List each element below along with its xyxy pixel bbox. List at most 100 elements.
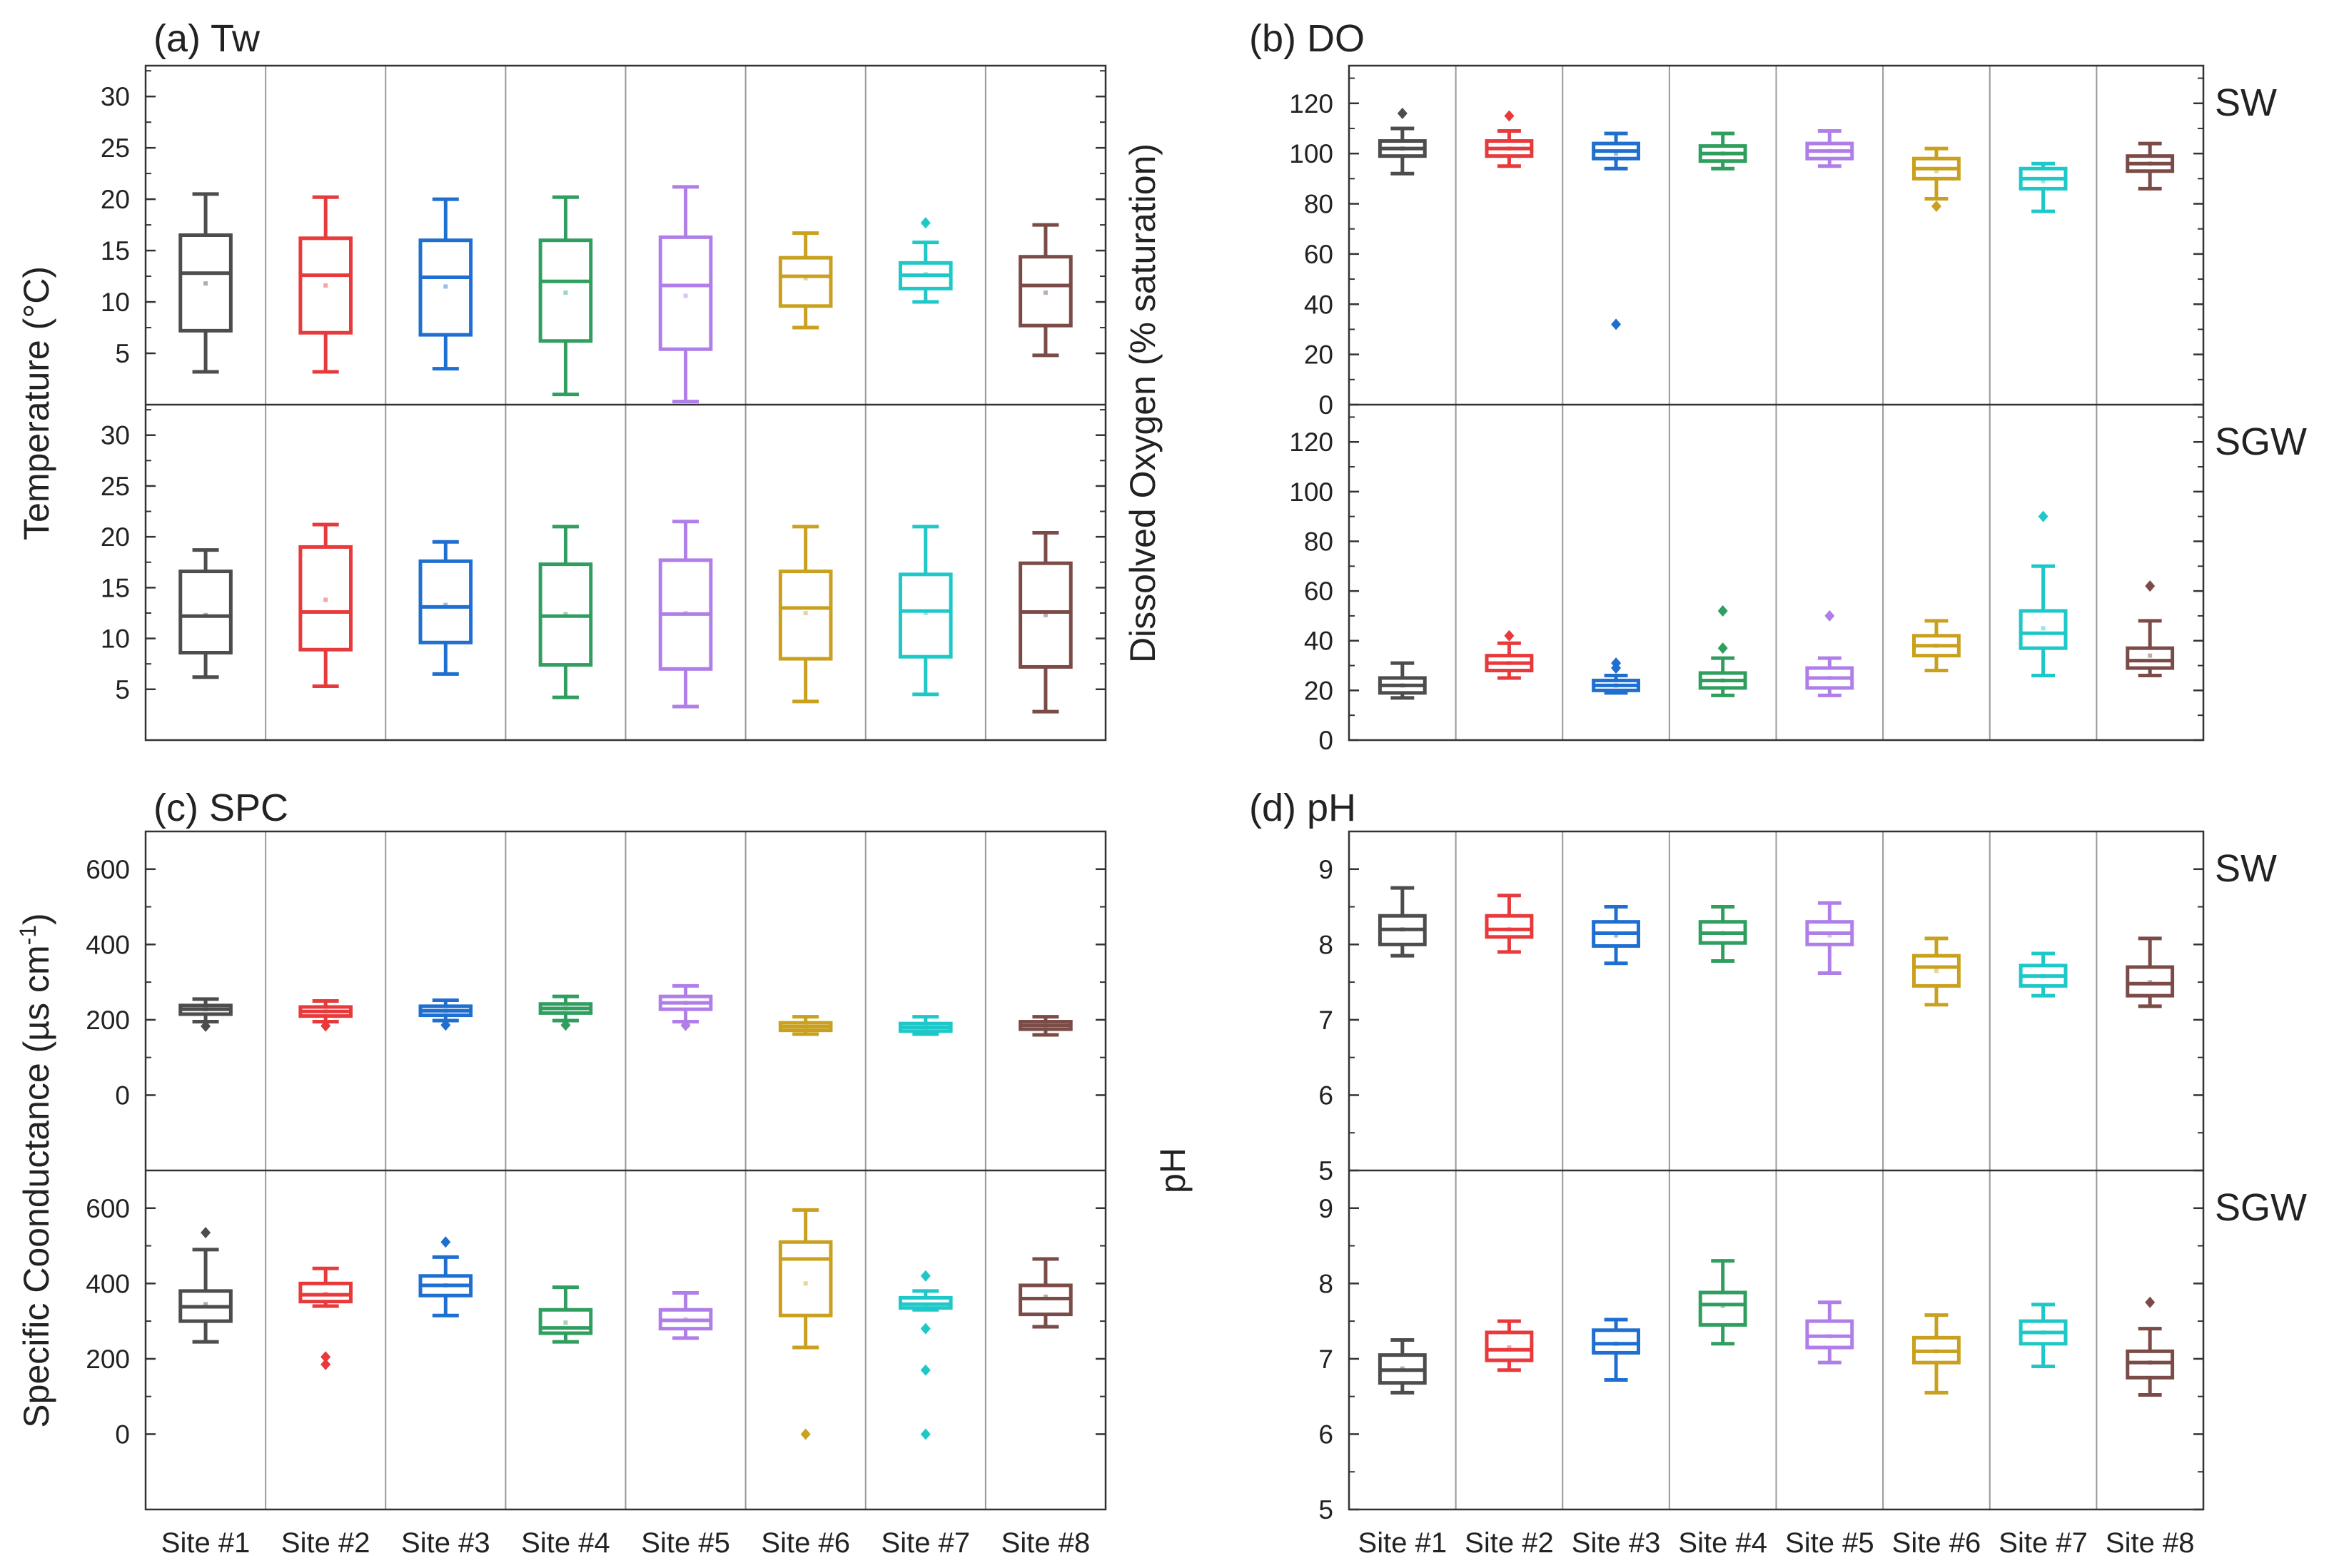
box-mean <box>923 1304 928 1308</box>
subpanel-lower: 0 200 400 600 <box>86 1170 1106 1509</box>
y-tick-label: 60 <box>1304 240 1333 269</box>
box-iqr <box>778 256 833 308</box>
y-tick-label: 5 <box>1318 1495 1333 1524</box>
box-site3 <box>1592 1317 1640 1382</box>
box-site7 <box>2019 1303 2068 1368</box>
box-mean <box>2041 1330 2046 1335</box>
y-axis-title: Dissolved Oxygen (% saturation) <box>1123 143 1163 663</box>
outlier-point <box>1717 642 1728 654</box>
box-mean <box>203 281 208 286</box>
y-tick-label: 30 <box>101 421 130 450</box>
box-mean <box>1400 1366 1405 1371</box>
box-iqr <box>1698 1290 1747 1327</box>
box-mean <box>443 1008 448 1013</box>
box-mean <box>683 1001 688 1006</box>
box-mean <box>1827 675 1832 680</box>
box-mean <box>2148 653 2153 658</box>
chart-panel-2: (c) SPC Specific Coonductance (µs cm-1) 0 2… <box>15 786 1107 1559</box>
box-mean <box>2041 973 2046 978</box>
box-iqr <box>298 236 353 335</box>
box-site8 <box>1019 1257 1073 1329</box>
box-site5 <box>1805 128 1854 168</box>
box-site7 <box>2019 510 2068 677</box>
box-mean <box>1507 927 1512 932</box>
y-tick-label: 0 <box>1318 390 1333 420</box>
plot-frame <box>144 64 1107 742</box>
box-site5 <box>1805 1300 1854 1365</box>
x-tick-label: Site #6 <box>1892 1527 1981 1559</box>
box-site8 <box>1019 530 1073 714</box>
box-site6 <box>778 231 833 330</box>
box-site7 <box>2019 161 2068 213</box>
box-site5 <box>658 1291 713 1340</box>
box-mean <box>2148 1360 2153 1365</box>
outlier-point <box>1397 107 1408 119</box>
box-site1 <box>178 192 233 374</box>
box-mean <box>1934 968 1939 973</box>
chart-panel-1: (b) DO Dissolved Oxygen (% saturation) 0 20… <box>1123 17 2307 755</box>
x-tick-label: Site #7 <box>1999 1527 2088 1559</box>
box-mean <box>1827 933 1832 938</box>
box-iqr <box>1019 561 1073 669</box>
box-mean <box>443 602 448 607</box>
box-site8 <box>1019 223 1073 358</box>
outlier-point <box>2145 1296 2156 1308</box>
box-site8 <box>2126 1296 2175 1397</box>
y-tick-label: 0 <box>115 1081 130 1110</box>
box-site1 <box>1378 1338 1427 1395</box>
box-mean <box>1043 1294 1048 1299</box>
box-mean <box>1043 612 1048 617</box>
box-iqr <box>178 233 233 333</box>
box-site3 <box>1592 131 1640 330</box>
outlier-point <box>920 1428 931 1440</box>
box-mean <box>2041 178 2046 183</box>
panel-side-label: SGW <box>2215 1186 2307 1229</box>
box-iqr <box>778 1240 833 1317</box>
box-mean <box>563 1320 568 1325</box>
box-site5 <box>1805 610 1854 697</box>
box-site3 <box>418 540 473 676</box>
box-mean <box>203 1007 208 1012</box>
box-mean <box>563 612 568 617</box>
outlier-point <box>920 1270 931 1282</box>
box-site1 <box>1378 886 1427 958</box>
box-site2 <box>1485 110 1534 168</box>
box-iqr <box>298 1281 353 1304</box>
box-mean <box>443 1283 448 1288</box>
box-mean <box>1720 931 1725 936</box>
box-mean <box>1614 1341 1619 1346</box>
y-tick-label: 5 <box>115 675 130 704</box>
box-iqr <box>658 235 713 351</box>
box-mean <box>563 290 568 295</box>
x-tick-label: Site #3 <box>1572 1527 1661 1559</box>
box-mean <box>803 610 808 615</box>
box-site6 <box>1912 146 1961 213</box>
box-iqr <box>1592 1328 1640 1355</box>
plot-frame <box>1348 64 2205 742</box>
y-tick-label: 6 <box>1318 1081 1333 1110</box>
subpanel-lower: 5 6 7 8 9 SGW <box>1318 1170 2307 1524</box>
box-iqr <box>538 238 593 343</box>
box-mean <box>563 1006 568 1011</box>
box-site7 <box>899 1015 953 1036</box>
y-tick-label: 20 <box>101 185 130 214</box>
outlier-point <box>2145 580 2156 592</box>
box-mean <box>683 293 688 298</box>
box-site6 <box>778 1015 833 1036</box>
x-tick-label: Site #4 <box>1678 1527 1767 1559</box>
y-tick-label: 200 <box>86 1006 130 1035</box>
box-site8 <box>2126 580 2175 677</box>
y-tick-label: 25 <box>101 472 130 501</box>
y-tick-label: 6 <box>1318 1420 1333 1449</box>
outlier-point <box>1611 657 1622 669</box>
box-site4 <box>538 1285 593 1344</box>
panel-title: (b) DO <box>1249 17 1365 60</box>
box-site3 <box>418 197 473 371</box>
box-site4 <box>1698 131 1747 171</box>
y-tick-label: 5 <box>1318 1156 1333 1185</box>
y-axis-title-end: ) <box>16 913 56 925</box>
y-tick-label: 600 <box>86 855 130 884</box>
outlier-point <box>201 1020 211 1032</box>
box-site8 <box>1019 1015 1073 1037</box>
